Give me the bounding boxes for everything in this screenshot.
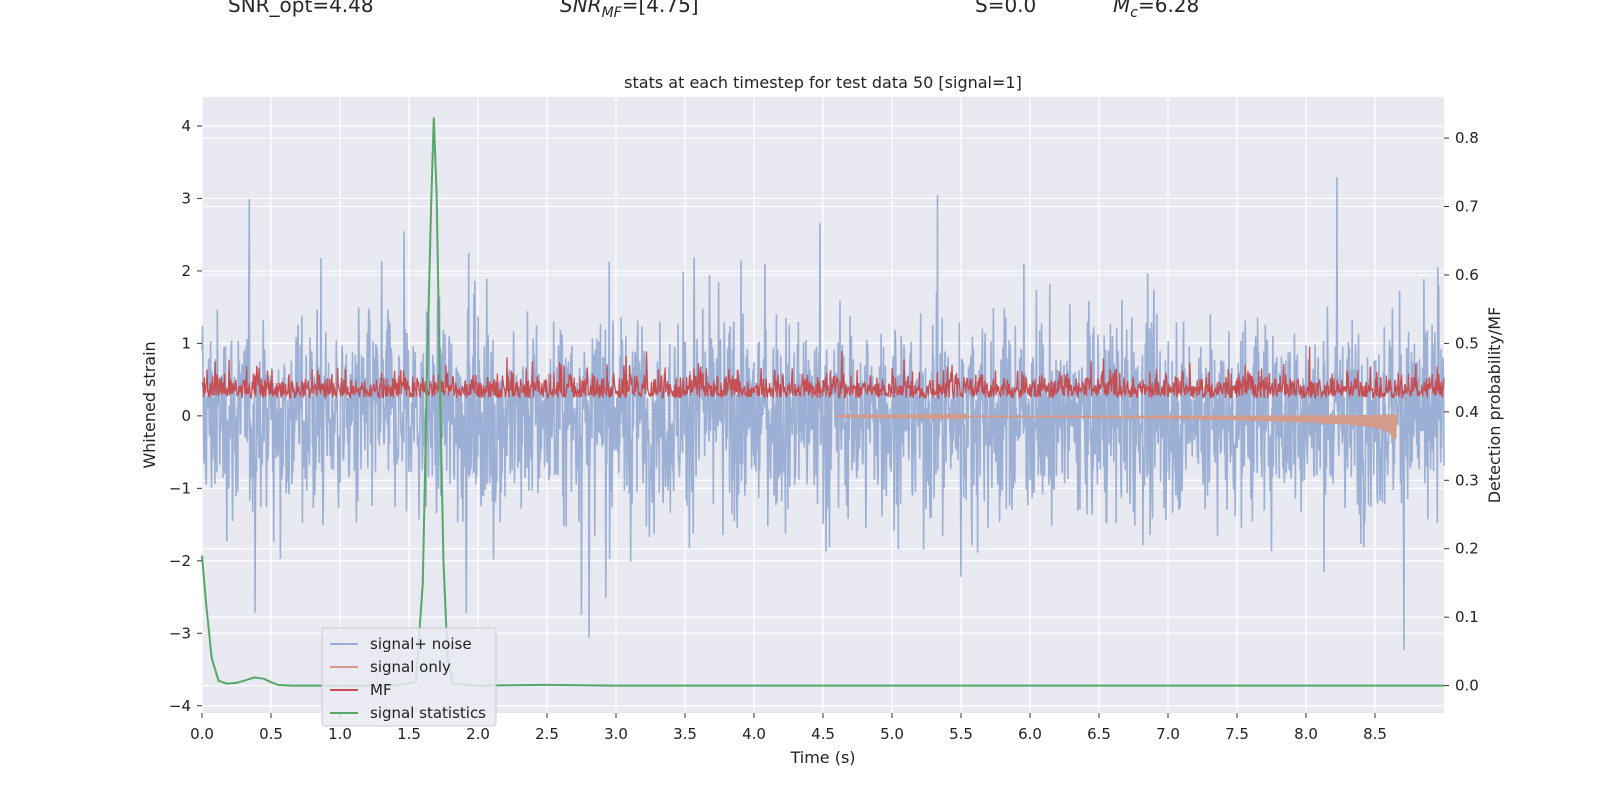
y-tick-label: 4 bbox=[181, 117, 191, 135]
x-tick-label: 2.5 bbox=[535, 725, 559, 743]
x-tick-label: 6.0 bbox=[1018, 725, 1042, 743]
x-tick-label: 4.0 bbox=[742, 725, 766, 743]
x-tick-label: 7.0 bbox=[1156, 725, 1180, 743]
y2-tick-label: 0.5 bbox=[1455, 334, 1479, 352]
x-tick-label: 3.0 bbox=[604, 725, 628, 743]
snr-mf-prefix: SNR bbox=[560, 0, 602, 17]
legend-entry: MF bbox=[370, 681, 392, 699]
legend-box bbox=[321, 627, 497, 727]
x-tick-label: 5.5 bbox=[949, 725, 973, 743]
mc-label: Mc=6.28 bbox=[1113, 0, 1199, 21]
y2-tick-label: 0.4 bbox=[1455, 403, 1479, 421]
snr-opt-label: SNR_opt=4.48 bbox=[228, 0, 374, 17]
y-tick-label: 3 bbox=[181, 189, 191, 207]
y2-tick-label: 0.0 bbox=[1455, 677, 1479, 695]
legend: signal+ noise signal only MF signal statist… bbox=[321, 627, 497, 727]
y2-tick-label: 0.6 bbox=[1455, 266, 1479, 284]
axes: 0.0 0.5 1.0 1.5 2.0 2.5 3.0 3.5 4.0 4.5 5.0 5.5 6.0 6… bbox=[169, 117, 1479, 743]
x-tick-label: 8.5 bbox=[1363, 725, 1387, 743]
y-tick-label: −2 bbox=[169, 552, 191, 570]
y-tick-label: 1 bbox=[181, 334, 191, 352]
snr-mf-subscript: MF bbox=[602, 5, 623, 21]
y2-axis-label: Detection probability/MF bbox=[1485, 307, 1504, 504]
x-tick-label: 6.5 bbox=[1087, 725, 1111, 743]
snr-mf-value: =[4.75] bbox=[622, 0, 699, 17]
s-value-label: S=0.0 bbox=[975, 0, 1036, 17]
x-axis-label: Time (s) bbox=[789, 748, 855, 767]
y2-tick-label: 0.8 bbox=[1455, 129, 1479, 147]
mc-subscript: c bbox=[1130, 5, 1138, 21]
mc-value: =6.28 bbox=[1138, 0, 1199, 17]
y-tick-label: 0 bbox=[181, 407, 191, 425]
y2-tick-label: 0.3 bbox=[1455, 471, 1479, 489]
x-tick-label: 1.5 bbox=[397, 725, 421, 743]
y2-tick-label: 0.7 bbox=[1455, 198, 1479, 216]
snr-mf-label: SNRMF=[4.75] bbox=[560, 0, 699, 21]
x-tick-label: 4.5 bbox=[811, 725, 835, 743]
x-tick-label: 5.0 bbox=[880, 725, 904, 743]
y-tick-label: −4 bbox=[169, 697, 191, 715]
x-tick-label: 7.5 bbox=[1225, 725, 1249, 743]
x-tick-label: 0.5 bbox=[259, 725, 283, 743]
y-tick-label: 2 bbox=[181, 262, 191, 280]
x-tick-label: 0.0 bbox=[190, 725, 214, 743]
series-signal-noise-line bbox=[201, 176, 1445, 650]
series-mf-line bbox=[201, 346, 1445, 400]
y-tick-label: −1 bbox=[169, 479, 191, 497]
y-tick-label: −3 bbox=[169, 624, 191, 642]
x-tick-label: 2.0 bbox=[466, 725, 490, 743]
x-tick-label: 8.0 bbox=[1294, 725, 1318, 743]
x-tick-label: 3.5 bbox=[673, 725, 697, 743]
header-stats: SNR_opt=4.48 SNRMF=[4.75] S=0.0 Mc=6.28 bbox=[228, 0, 1199, 21]
series-layer bbox=[201, 117, 1445, 687]
series-signal-only-line bbox=[836, 413, 1398, 441]
y-axis-label: Whitened strain bbox=[140, 341, 159, 468]
mc-prefix: M bbox=[1113, 0, 1130, 17]
legend-entry: signal+ noise bbox=[370, 635, 472, 653]
legend-entry: signal statistics bbox=[370, 704, 486, 722]
legend-entry: signal only bbox=[370, 658, 451, 676]
x-tick-label: 1.0 bbox=[328, 725, 352, 743]
y2-tick-label: 0.1 bbox=[1455, 608, 1479, 626]
y2-tick-label: 0.2 bbox=[1455, 540, 1479, 558]
series-signal-statistics-line bbox=[201, 117, 1444, 687]
chart-title: stats at each timestep for test data 50 … bbox=[624, 73, 1022, 92]
